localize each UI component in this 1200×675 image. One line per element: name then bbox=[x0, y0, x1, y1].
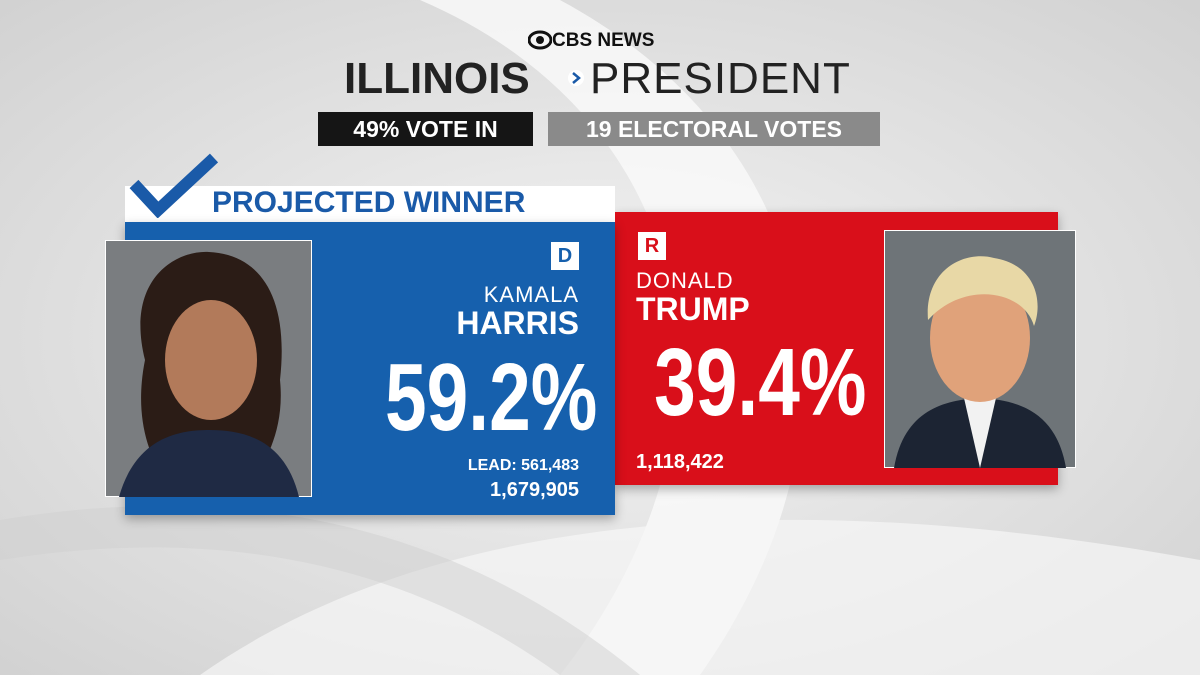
party-letter: R bbox=[644, 235, 660, 257]
electoral-box bbox=[548, 112, 880, 146]
state-name: ILLINOIS bbox=[344, 54, 530, 103]
candidate-photo bbox=[105, 240, 312, 497]
reporting: 49% VOTE IN bbox=[353, 116, 498, 142]
vote-count: 1,118,422 bbox=[636, 451, 724, 473]
party-letter: D bbox=[557, 245, 573, 267]
party-badge bbox=[551, 242, 579, 270]
first-name: KAMALA bbox=[483, 282, 579, 307]
network-name: CBS NEWS bbox=[552, 30, 655, 51]
winner-label: PROJECTED WINNER bbox=[212, 186, 526, 219]
race-name: PRESIDENT bbox=[590, 54, 851, 103]
electoral-votes: 19 ELECTORAL VOTES bbox=[585, 116, 843, 142]
first-name: DONALD bbox=[636, 268, 734, 293]
last-name: TRUMP bbox=[636, 291, 750, 327]
network-logo bbox=[528, 30, 552, 50]
separator bbox=[568, 70, 584, 86]
vote-percent: 59.2% bbox=[385, 344, 598, 451]
last-name: HARRIS bbox=[456, 305, 579, 341]
vote-count: 1,679,905 bbox=[490, 479, 579, 501]
candidate-photo bbox=[884, 230, 1076, 468]
reporting-box bbox=[318, 112, 533, 146]
check-mark bbox=[129, 153, 219, 218]
winner-banner bbox=[125, 186, 615, 222]
vote-lead: LEAD: 561,483 bbox=[467, 457, 579, 474]
vote-percent: 39.4% bbox=[654, 329, 867, 436]
party-badge bbox=[638, 232, 666, 260]
